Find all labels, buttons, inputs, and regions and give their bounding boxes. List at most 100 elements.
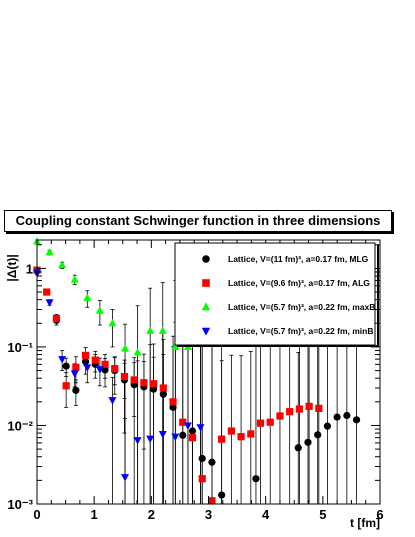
axis-tick-labels: 0 1 2 3 4 5 6 10⁻³ 10⁻² 10⁻¹ 1 bbox=[7, 261, 383, 522]
point-s4-7 bbox=[108, 397, 117, 405]
point-s2-16 bbox=[179, 418, 187, 426]
point-s2-24 bbox=[256, 419, 265, 427]
point-s4-8 bbox=[121, 474, 130, 482]
point-s2-22 bbox=[237, 433, 245, 441]
point-s1-2 bbox=[62, 362, 70, 370]
point-s4-6 bbox=[95, 366, 104, 374]
point-s2-2 bbox=[43, 288, 51, 296]
point-s1-21 bbox=[304, 438, 312, 446]
point-s4-13 bbox=[183, 422, 192, 430]
point-s1-22 bbox=[314, 431, 322, 439]
chart-title: Coupling constant Schwinger function in … bbox=[4, 210, 392, 232]
point-s4-5 bbox=[83, 364, 92, 372]
point-s3-2 bbox=[45, 247, 54, 256]
point-s1-3 bbox=[72, 386, 80, 394]
point-s4-9 bbox=[133, 437, 142, 445]
point-s2-18 bbox=[198, 475, 206, 483]
legend-label-4: Lattice, V=(5.7 fm)³, a=0.22 fm, minB bbox=[228, 326, 374, 336]
point-s3-6 bbox=[95, 306, 104, 314]
x-tick-label-4: 4 bbox=[262, 507, 270, 522]
point-s3-8 bbox=[121, 344, 130, 352]
point-s1-23 bbox=[323, 422, 332, 430]
point-s1-19 bbox=[252, 475, 260, 483]
x-tick-label-5: 5 bbox=[319, 507, 326, 522]
point-s4-10 bbox=[146, 435, 155, 444]
point-s3-11 bbox=[158, 326, 167, 334]
point-s1-4 bbox=[81, 358, 90, 366]
point-s4-4 bbox=[70, 370, 79, 378]
point-s4-12 bbox=[171, 433, 180, 442]
legend-label-2: Lattice, V=(9.6 fm)³, a=0.17 fm, ALG bbox=[228, 278, 370, 288]
point-s2-4 bbox=[62, 382, 70, 390]
point-s2-7 bbox=[91, 356, 99, 364]
point-s2-13 bbox=[150, 380, 158, 388]
y-tick-label-1: 10⁻³ bbox=[7, 497, 33, 512]
point-s1-26 bbox=[352, 416, 361, 424]
point-s2-25 bbox=[266, 418, 274, 426]
x-tick-label-6: 6 bbox=[376, 507, 383, 522]
y-tick-label-2: 10⁻² bbox=[7, 418, 33, 433]
legend-label-1: Lattice, V=(11 fm)³, a=0.17 fm, MLG bbox=[228, 254, 369, 264]
point-s2-29 bbox=[305, 402, 313, 410]
data-markers bbox=[33, 237, 361, 505]
point-s3-9 bbox=[133, 348, 142, 356]
point-s2-30 bbox=[315, 404, 323, 412]
point-s1-14 bbox=[179, 431, 187, 439]
point-s2-26 bbox=[276, 412, 284, 420]
point-s3-3 bbox=[58, 260, 67, 269]
point-s2-23 bbox=[247, 430, 255, 438]
legend-marker-2 bbox=[202, 279, 210, 287]
legend-label-3: Lattice, V=(5.7 fm)³, a=0.22 fm, maxB bbox=[228, 302, 375, 312]
point-s3-10 bbox=[146, 326, 155, 334]
legend-marker-4 bbox=[201, 327, 211, 336]
point-s2-15 bbox=[169, 398, 177, 406]
point-s1-17 bbox=[208, 458, 216, 466]
point-s2-19 bbox=[208, 497, 216, 505]
point-s4-11 bbox=[158, 430, 167, 439]
legend-marker-3 bbox=[201, 302, 211, 311]
point-s2-12 bbox=[140, 379, 148, 387]
point-s2-27 bbox=[286, 408, 294, 416]
point-s1-20 bbox=[294, 444, 302, 452]
x-tick-label-0: 0 bbox=[33, 507, 40, 522]
x-tick-label-2: 2 bbox=[148, 507, 155, 522]
point-s3-5 bbox=[83, 293, 92, 301]
point-s3-12 bbox=[171, 342, 180, 350]
y-tick-label-3: 10⁻¹ bbox=[7, 340, 33, 355]
point-s2-14 bbox=[159, 384, 167, 392]
point-s2-3 bbox=[52, 314, 61, 323]
point-s3-7 bbox=[108, 318, 117, 327]
point-s2-5 bbox=[72, 363, 80, 371]
point-s2-20 bbox=[218, 435, 226, 443]
point-s1-18 bbox=[218, 491, 226, 499]
point-s1-25 bbox=[343, 411, 351, 420]
point-s4-3 bbox=[58, 356, 67, 364]
point-s2-11 bbox=[130, 376, 138, 384]
point-s4-2 bbox=[45, 299, 54, 307]
y-tick-label-4: 1 bbox=[26, 261, 33, 276]
point-s2-9 bbox=[111, 364, 119, 373]
x-axis-title: t [fm] bbox=[350, 516, 380, 530]
point-s2-17 bbox=[188, 434, 197, 442]
x-tick-label-1: 1 bbox=[91, 507, 98, 522]
point-s1-11 bbox=[150, 385, 158, 393]
legend: Lattice, V=(11 fm)³, a=0.17 fm, MLG Latti… bbox=[174, 242, 379, 347]
point-s1-6 bbox=[101, 366, 109, 374]
point-s2-8 bbox=[101, 360, 109, 368]
x-tick-label-3: 3 bbox=[205, 507, 212, 522]
point-s1-15 bbox=[188, 427, 197, 435]
point-s1-24 bbox=[333, 413, 341, 421]
point-s2-6 bbox=[81, 351, 90, 360]
legend-shadow-right bbox=[377, 245, 379, 347]
y-axis-title: |Δ(t)| bbox=[5, 254, 19, 281]
point-s3-4 bbox=[70, 275, 79, 283]
point-s2-28 bbox=[295, 405, 303, 413]
legend-shadow-bottom bbox=[177, 345, 379, 347]
point-s1-12 bbox=[159, 390, 167, 398]
point-s1-16 bbox=[198, 454, 206, 463]
point-s4-14 bbox=[196, 424, 205, 432]
legend-marker-1 bbox=[202, 255, 210, 263]
point-s1-13 bbox=[169, 403, 177, 411]
point-s2-10 bbox=[120, 372, 129, 381]
